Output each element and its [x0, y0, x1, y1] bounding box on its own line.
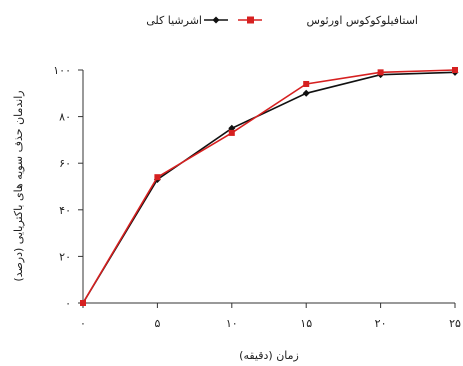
data-point: [452, 67, 458, 73]
x-ticks: ۰ ۵ ۱۰ ۱۵ ۲۰ ۲۵: [80, 303, 461, 330]
y-ticks: ۰ ۲۰ ۴۰ ۶۰ ۸۰ ۱۰۰: [53, 64, 83, 310]
legend-marker-series-2: [247, 16, 254, 24]
legend-entry-series-1: اشرشیا کلی: [146, 14, 228, 27]
x-tick-label: ۲۵: [449, 317, 461, 330]
y-tick-label: ۱۰۰: [53, 64, 71, 77]
legend-label-series-1: اشرشیا کلی: [146, 14, 202, 27]
axes: [82, 70, 455, 304]
data-point: [154, 174, 161, 181]
legend: اشرشیا کلی استافیلوکوکوس اورئوس: [146, 14, 418, 27]
x-axis-title: زمان (دقیقه): [239, 349, 299, 362]
series-1: [79, 68, 459, 307]
x-tick-label: ۰: [80, 317, 86, 330]
data-point: [303, 80, 310, 87]
legend-entry-series-2: استافیلوکوکوس اورئوس: [238, 14, 418, 27]
legend-marker-series-1: [212, 16, 220, 24]
data-point: [80, 300, 86, 306]
y-tick-label: ۸۰: [59, 111, 71, 124]
x-tick-label: ۱۰: [226, 317, 238, 330]
series-2: [80, 67, 458, 306]
data-point: [377, 69, 384, 76]
y-tick-label: ۶۰: [59, 157, 71, 170]
data-point: [302, 89, 310, 97]
series-line-2: [82, 69, 456, 304]
legend-label-series-2: استافیلوکوکوس اورئوس: [307, 14, 418, 27]
series-layer: [79, 67, 459, 307]
x-tick-label: ۲۰: [375, 317, 387, 330]
y-axis-title: راندمان حذف سویه های باکتریایی (درصد): [12, 90, 25, 281]
y-tick-label: ۲۰: [59, 250, 71, 263]
series-line-1: [82, 71, 456, 304]
x-tick-label: ۱۵: [300, 317, 312, 330]
y-tick-label: ۴۰: [59, 204, 71, 217]
data-point: [228, 129, 235, 136]
y-tick-label: ۰: [65, 297, 71, 310]
x-tick-label: ۵: [154, 317, 160, 330]
